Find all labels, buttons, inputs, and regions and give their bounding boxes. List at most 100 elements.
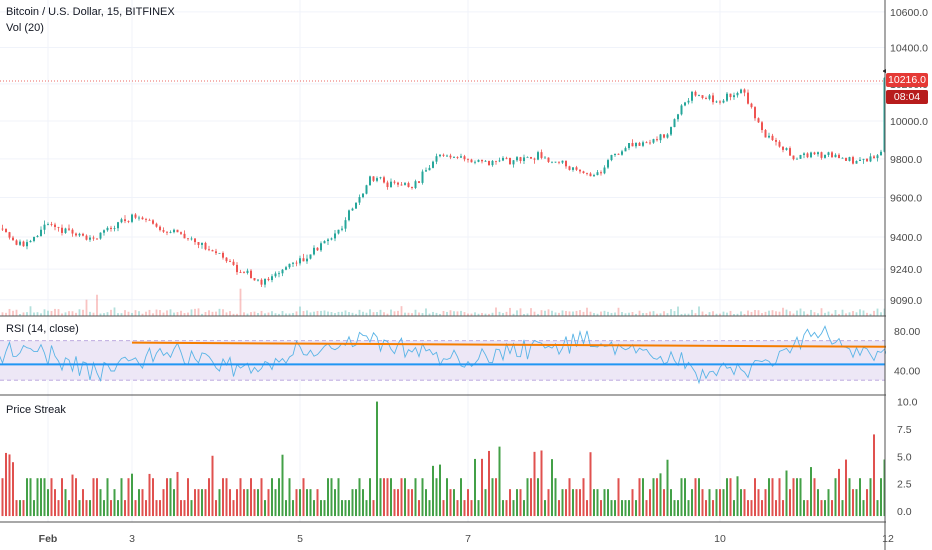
rsi-trend-line xyxy=(131,341,932,349)
volume-bar xyxy=(838,313,840,316)
candle-body xyxy=(785,148,788,150)
candle-body xyxy=(351,208,354,211)
volume-bar xyxy=(670,309,672,316)
volume-bar xyxy=(418,312,420,316)
streak-bar xyxy=(817,489,819,517)
streak-bar xyxy=(239,478,242,517)
streak-bar xyxy=(439,464,441,517)
rsi-line xyxy=(0,325,932,385)
candle-body xyxy=(838,154,840,158)
streak-bar xyxy=(519,489,522,517)
volume-bar xyxy=(61,313,63,316)
candle-body xyxy=(124,219,126,222)
candle-body xyxy=(19,241,21,245)
candle-body xyxy=(68,228,70,230)
streak-bar xyxy=(586,500,588,517)
volume-bar xyxy=(211,311,214,316)
rsi-tick-label: 80.00 xyxy=(894,326,920,338)
candle-body xyxy=(656,139,658,141)
volume-bar xyxy=(876,308,879,316)
candle-body xyxy=(558,161,560,163)
candle-body xyxy=(54,224,56,227)
volume-bar xyxy=(505,311,508,316)
price-tick-label: 9400.0 xyxy=(890,232,922,244)
streak-bar xyxy=(414,478,417,517)
candle-body xyxy=(215,251,217,254)
candle-body xyxy=(113,228,116,230)
streak-bar xyxy=(799,478,802,517)
candle-body xyxy=(775,140,777,142)
candle-body xyxy=(47,224,49,225)
streak-bar xyxy=(733,500,735,517)
volume-bar xyxy=(141,313,144,316)
streak-bar xyxy=(57,500,60,517)
candle-body xyxy=(855,160,858,164)
streak-bar xyxy=(372,500,375,517)
volume-bar xyxy=(253,311,256,316)
streak-bar xyxy=(411,489,413,517)
candle-body xyxy=(848,157,851,161)
volume-bar xyxy=(477,313,480,316)
streak-bar xyxy=(824,500,826,517)
streak-bar xyxy=(477,500,480,517)
streak-bar xyxy=(628,500,630,517)
candle-body xyxy=(701,95,704,99)
streak-bar xyxy=(134,500,137,517)
candle-body xyxy=(145,219,147,220)
volume-bar xyxy=(554,312,557,316)
candle-body xyxy=(516,157,518,161)
volume-bar xyxy=(841,309,844,316)
candle-body xyxy=(754,107,756,119)
candle-body xyxy=(246,270,249,274)
candle-body xyxy=(659,134,662,141)
candle-body xyxy=(439,154,441,157)
volume-bar xyxy=(341,311,343,316)
volume-bar xyxy=(775,311,777,316)
volume-bar xyxy=(131,312,133,316)
candle-body xyxy=(82,233,84,236)
volume-bar xyxy=(848,312,851,316)
streak-bar xyxy=(624,500,627,517)
volume-bar xyxy=(747,310,749,316)
volume-bar xyxy=(757,310,760,316)
candle-body xyxy=(586,173,588,174)
streak-bar xyxy=(96,478,98,517)
streak-bar xyxy=(29,478,32,517)
streak-bar xyxy=(120,478,123,517)
volume-bar xyxy=(355,313,357,316)
volume-bar xyxy=(99,313,102,316)
streak-bar xyxy=(540,450,543,517)
candle-body xyxy=(593,175,595,177)
candle-body xyxy=(684,102,686,106)
volume-bar xyxy=(663,311,665,316)
streak-bars xyxy=(1,401,931,517)
candle-body xyxy=(299,258,301,264)
candle-body xyxy=(862,158,865,160)
volume-bar xyxy=(495,307,497,316)
volume-bar xyxy=(617,307,620,316)
candle-body xyxy=(519,157,522,162)
volume-bar xyxy=(750,311,753,316)
candle-body xyxy=(8,232,11,238)
candle-body xyxy=(166,231,168,233)
candle-body xyxy=(694,91,697,96)
streak-bar xyxy=(141,489,144,517)
volume-bar xyxy=(687,313,690,316)
candle-body xyxy=(740,89,742,93)
streak-bar xyxy=(729,478,732,517)
streak-bar xyxy=(635,500,637,517)
streak-bar xyxy=(393,489,396,517)
candle-body xyxy=(141,217,144,220)
candle-body xyxy=(71,229,74,234)
candle-body xyxy=(505,157,508,159)
streak-bar xyxy=(369,478,371,517)
volume-bar xyxy=(768,310,770,316)
streak-bar xyxy=(547,489,550,517)
streak-bar xyxy=(68,500,70,517)
streak-bar xyxy=(677,500,679,517)
volume-bar xyxy=(194,308,196,316)
volume-bar xyxy=(568,311,571,316)
volume-bar xyxy=(407,312,410,316)
volume-bar xyxy=(204,311,207,316)
